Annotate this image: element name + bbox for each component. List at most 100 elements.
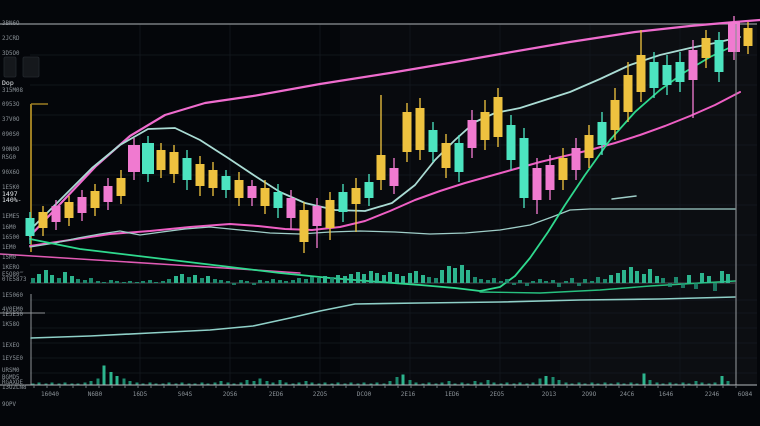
candle-body (51, 206, 61, 222)
volume-bar (479, 279, 483, 283)
y-axis-label: 1EXEO (2, 343, 20, 349)
mini-volume-bar (707, 383, 711, 385)
volume-bar (577, 283, 581, 286)
volume-bar (512, 283, 516, 285)
volume-bar (427, 277, 431, 283)
candle-body (25, 218, 35, 236)
mini-volume-bar (668, 382, 672, 385)
y-axis-label: 1K58O (2, 322, 20, 328)
candle-body (597, 122, 607, 145)
x-axis-label: 6O84 (738, 391, 753, 398)
x-axis-label: 1646 (659, 391, 674, 398)
candle-body (338, 192, 348, 212)
mini-volume-bar (135, 382, 139, 385)
mini-volume-bar (726, 381, 730, 385)
volume-bar (252, 283, 256, 285)
mini-volume-bar (369, 383, 373, 385)
mini-volume-bar (187, 383, 191, 385)
mini-volume-bar (362, 382, 366, 385)
mini-volume-bar (538, 378, 542, 385)
mini-volume-bar (674, 383, 678, 385)
volume-bar (570, 278, 574, 283)
candle-body (623, 75, 633, 112)
volume-bar (356, 272, 360, 283)
volume-bar (180, 274, 184, 283)
volume-bar (63, 272, 67, 283)
candle-body (247, 186, 257, 198)
mini-volume-bar (622, 383, 626, 385)
mini-volume-bar (713, 382, 717, 385)
candle-body (558, 158, 568, 180)
volume-bar (564, 281, 568, 283)
x-axis-label: DCO0 (357, 391, 372, 398)
candle-body (688, 50, 698, 80)
mini-volume-bar (395, 377, 399, 385)
candle-body (376, 155, 386, 180)
candle-body (506, 125, 516, 160)
mini-volume-bar (102, 365, 106, 385)
mini-volume-bar (375, 382, 379, 385)
y-axis-label: 1EY5E0 (2, 356, 23, 362)
volume-bar (239, 280, 243, 283)
candle-body (532, 168, 542, 200)
volume-bar (668, 283, 672, 287)
y-axis-label: R5G0 (2, 155, 16, 161)
mini-volume-bar (96, 378, 100, 385)
mini-volume-bar (447, 381, 451, 385)
volume-bar (551, 280, 555, 283)
volume-bar (76, 279, 80, 283)
volume-bar (382, 275, 386, 283)
volume-bar (336, 275, 340, 283)
mini-volume-bar (460, 382, 464, 385)
y-axis-label: 1497 (2, 190, 18, 198)
mini-volume-bar (512, 383, 516, 385)
volume-bar (265, 281, 269, 283)
mini-volume-bar (440, 382, 444, 385)
volume-bar (323, 276, 327, 283)
mini-volume-bar (291, 383, 295, 385)
legend-icon-box (22, 56, 40, 78)
volume-bar (713, 283, 717, 291)
y-axis-label: RGAXDE (2, 380, 23, 386)
mini-volume-bar (577, 382, 581, 385)
y-axis-label: 3D5O0 (2, 51, 20, 57)
y-axis-label: 315M08 (2, 88, 23, 94)
mini-volume-bar (336, 382, 340, 385)
x-axis-label: 2OS6 (223, 391, 238, 398)
volume-bar (492, 278, 496, 283)
x-axis-label: 2E16 (401, 391, 416, 398)
y-axis-label: 3BN6O (2, 21, 20, 27)
mini-volume-bar (148, 382, 152, 385)
x-axis-label: N6B0 (88, 391, 103, 398)
mini-volume-bar (401, 374, 405, 385)
y-axis-label: 1EM0 (2, 245, 16, 251)
volume-bar (89, 278, 93, 283)
y-axis-label: 090S0 (2, 132, 20, 138)
candle-body (64, 202, 74, 218)
volume-bar (635, 271, 639, 283)
mini-volume-bar (206, 383, 210, 385)
candle-body (351, 188, 361, 204)
volume-bar (213, 279, 217, 283)
mini-volume-bar (180, 382, 184, 385)
volume-bar (707, 276, 711, 283)
mini-volume-bar (635, 383, 639, 385)
pink-moving-average-line (29, 91, 741, 247)
candle-body (286, 198, 296, 218)
candle-body (389, 168, 399, 186)
y-axis-label: 16500 (2, 235, 20, 241)
volume-bar (726, 274, 730, 283)
mini-volume-bar (434, 383, 438, 385)
mini-volume-bar (583, 383, 587, 385)
mini-volume-bar (648, 379, 652, 385)
volume-bar (226, 281, 230, 283)
y-axis-label: 16M0 (2, 225, 16, 231)
mini-volume-bar (473, 381, 477, 385)
mini-volume-bar (466, 383, 470, 385)
candle-body (221, 176, 231, 190)
volume-bar (141, 281, 145, 283)
candle-body (169, 152, 179, 174)
volume-bar (245, 281, 249, 283)
candle-body (234, 180, 244, 198)
